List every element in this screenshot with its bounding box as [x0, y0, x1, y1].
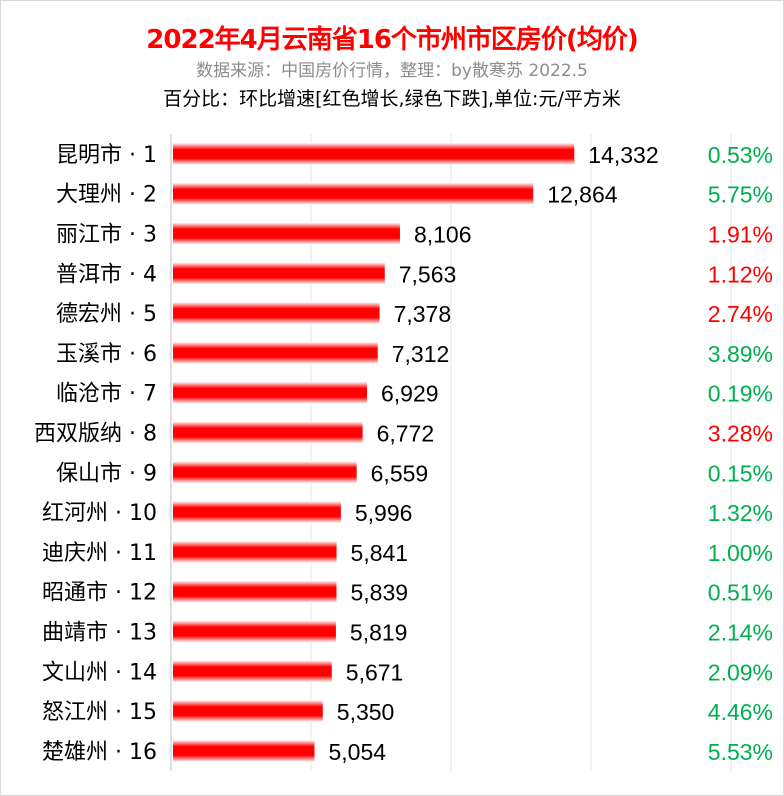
mom-change-label: 0.53% [708, 142, 773, 168]
bar [173, 739, 315, 762]
bar [173, 501, 341, 524]
value-label: 5,996 [355, 500, 413, 526]
category-label: 昭通市 · 12 [42, 581, 157, 606]
category-label: 文山州 · 14 [42, 660, 157, 685]
mom-change-label: 3.89% [708, 341, 773, 367]
mom-change-label: 5.53% [708, 739, 773, 765]
value-label: 5,350 [337, 699, 395, 725]
category-label: 西双版纳 · 8 [34, 422, 157, 447]
bar [173, 421, 363, 444]
value-label: 5,841 [351, 540, 409, 566]
mom-change-label: 1.12% [708, 261, 773, 287]
mom-change-label: 2.09% [708, 659, 773, 685]
value-label: 5,054 [329, 739, 387, 765]
value-label: 7,378 [394, 301, 452, 327]
value-label: 7,563 [399, 261, 457, 287]
category-label: 丽江市 · 3 [56, 223, 157, 248]
value-label: 8,106 [414, 222, 472, 248]
category-label: 迪庆州 · 11 [42, 541, 157, 566]
bar [173, 381, 368, 404]
mom-change-label: 0.15% [708, 460, 773, 486]
bar [173, 182, 534, 205]
value-label: 14,332 [588, 142, 658, 168]
bar [173, 341, 378, 364]
category-label: 临沧市 · 7 [56, 382, 157, 407]
mom-change-label: 0.19% [708, 381, 773, 407]
category-label: 保山市 · 9 [56, 461, 157, 486]
category-label: 普洱市 · 4 [56, 262, 157, 287]
bar [173, 660, 332, 683]
value-label: 5,671 [346, 659, 404, 685]
value-label: 7,312 [392, 341, 450, 367]
chart-note: 百分比：环比增速[红色增长,绿色下跌],单位:元/平方米 [163, 88, 621, 110]
bar [173, 142, 575, 165]
category-label: 昆明市 · 1 [56, 143, 157, 168]
value-label: 6,772 [377, 421, 435, 447]
category-label: 玉溪市 · 6 [56, 342, 157, 367]
mom-change-label: 1.32% [708, 500, 773, 526]
value-label: 6,929 [381, 381, 439, 407]
category-label: 曲靖市 · 13 [42, 621, 157, 646]
bar [173, 262, 385, 285]
chart-subtitle: 数据来源：中国房价行情，整理：by散寒苏 2022.5 [196, 61, 588, 81]
mom-change-label: 1.91% [708, 222, 773, 248]
bar [173, 222, 400, 245]
value-label: 5,819 [350, 620, 408, 646]
bar [173, 700, 323, 723]
mom-change-label: 2.74% [708, 301, 773, 327]
category-label: 德宏州 · 5 [56, 302, 157, 327]
value-label: 6,559 [371, 460, 429, 486]
bar [173, 580, 337, 603]
mom-change-label: 1.00% [708, 540, 773, 566]
mom-change-label: 2.14% [708, 620, 773, 646]
mom-change-label: 4.46% [708, 699, 773, 725]
category-label: 红河州 · 10 [42, 501, 157, 526]
mom-change-label: 3.28% [708, 421, 773, 447]
mom-change-label: 5.75% [708, 182, 773, 208]
bar [173, 302, 380, 325]
value-label: 5,839 [350, 580, 408, 606]
bar [173, 620, 336, 643]
value-label: 12,864 [547, 182, 618, 208]
chart-title: 2022年4月云南省16个市州市区房价(均价) [146, 25, 638, 55]
bar [173, 540, 337, 563]
category-label: 楚雄州 · 16 [42, 740, 157, 765]
category-label: 大理州 · 2 [56, 183, 157, 208]
bar [173, 461, 357, 484]
mom-change-label: 0.51% [708, 580, 773, 606]
category-label: 怒江州 · 15 [42, 700, 157, 725]
